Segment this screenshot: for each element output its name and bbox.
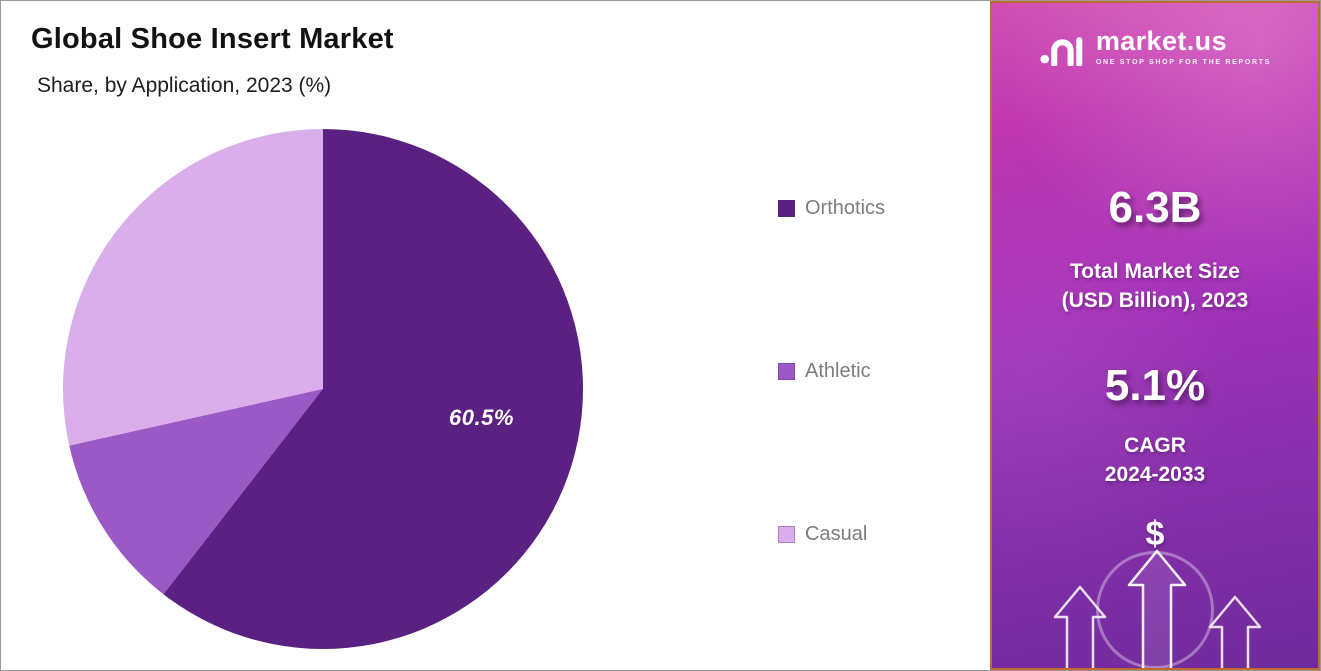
- legend-item-casual: Casual: [778, 523, 885, 546]
- stat-market-size-label: Total Market Size (USD Billion), 2023: [992, 257, 1318, 315]
- chart-title: Global Shoe Insert Market: [31, 23, 394, 55]
- brand-panel: market.us ONE STOP SHOP FOR THE REPORTS …: [990, 1, 1320, 670]
- brand-name: market.us: [1095, 26, 1227, 56]
- legend-swatch-casual-icon: [778, 526, 795, 543]
- brand-logo: market.us ONE STOP SHOP FOR THE REPORTS: [992, 27, 1318, 66]
- legend-label-orthotics: Orthotics: [805, 197, 886, 219]
- chart-area: Global Shoe Insert Market Share, by Appl…: [1, 1, 990, 670]
- chart-legend: Orthotics Athletic Casual: [778, 197, 885, 546]
- stat-market-size-label-line1: Total Market Size: [1070, 260, 1240, 283]
- stat-cagr-label: CAGR 2024-2033: [992, 431, 1318, 489]
- brand-tagline: ONE STOP SHOP FOR THE REPORTS: [1095, 59, 1272, 67]
- stat-market-size-value: 6.3B: [1108, 183, 1202, 232]
- stat-market-size-label-line2: (USD Billion), 2023: [1061, 289, 1249, 312]
- stat-cagr-value: 5.1%: [1104, 361, 1206, 410]
- legend-label-casual: Casual: [805, 523, 868, 545]
- legend-label-athletic: Athletic: [805, 360, 871, 382]
- stat-cagr-label-line2: 2024-2033: [1104, 463, 1206, 486]
- pie-chart-wrap: 60.5%: [63, 129, 583, 649]
- dollar-icon: $: [1145, 515, 1165, 553]
- marketus-logo-icon: [1040, 36, 1083, 66]
- growth-arrows-icon: [1053, 549, 1262, 668]
- pie-data-label: 60.5%: [449, 405, 514, 430]
- legend-swatch-orthotics-icon: [778, 200, 795, 217]
- brand-text-block: market.us ONE STOP SHOP FOR THE REPORTS: [1095, 26, 1272, 67]
- legend-swatch-athletic-icon: [778, 363, 795, 380]
- legend-item-athletic: Athletic: [778, 360, 885, 383]
- legend-item-orthotics: Orthotics: [778, 197, 885, 220]
- stat-cagr-label-line1: CAGR: [1124, 434, 1186, 457]
- pie-chart: [63, 129, 583, 649]
- chart-subtitle: Share, by Application, 2023 (%): [37, 74, 332, 97]
